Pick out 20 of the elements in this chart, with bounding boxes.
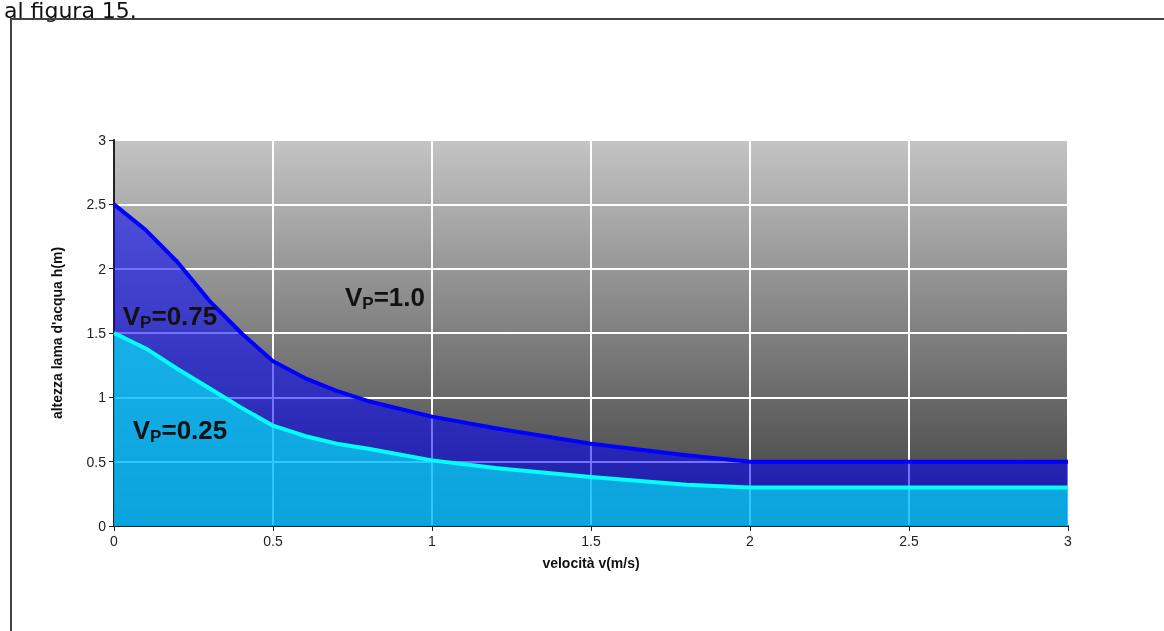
x-tick-label: 0.5 (263, 533, 283, 549)
x-axis-title: velocità v(m/s) (542, 555, 640, 571)
y-tick-label: 0.5 (86, 453, 107, 470)
x-tick-label: 2.5 (899, 533, 919, 549)
x-tick-label: 1 (428, 533, 437, 549)
text: al figura 15. (4, 0, 137, 23)
x-tick-label: 1.5 (581, 533, 601, 549)
x-tick-label: 2 (746, 533, 755, 549)
annotation: VP=0.75 (122, 301, 218, 332)
y-axis-title: altezza lama d'acqua h(m) (49, 246, 65, 420)
y-tick-label: 1.5 (86, 325, 107, 341)
y-tick-label: 1 (98, 389, 107, 406)
y-tick-label: 2.5 (86, 196, 107, 213)
y-tick-label: 2 (98, 260, 107, 277)
annotation: VP=1.0 (345, 282, 425, 313)
y-tick-label: 3 (98, 132, 107, 148)
x-tick-label: 3 (1064, 533, 1073, 549)
annotation: VP=0.25 (132, 415, 228, 446)
y-tick-label: 0 (98, 518, 107, 534)
x-tick-label: 0 (110, 533, 119, 549)
